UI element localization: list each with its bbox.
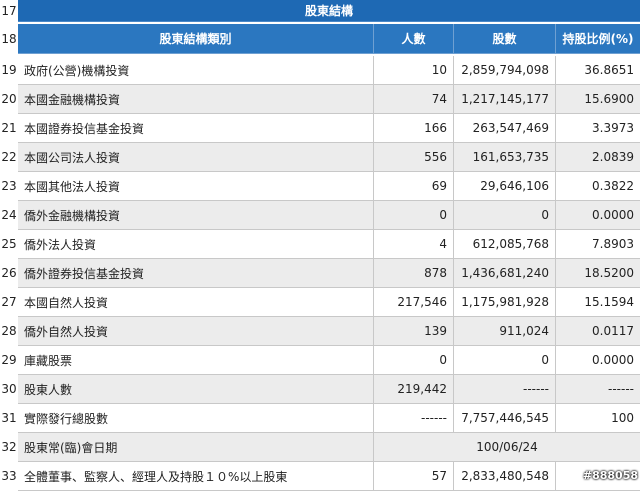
header-people: 人數 <box>374 24 454 54</box>
table-row: 全體董事、監察人、經理人及持股１０%以上股東 57 2,833,480,548 <box>18 462 640 491</box>
shares-cell: 263,547,469 <box>454 114 556 143</box>
row-number: 20 <box>1 92 17 106</box>
table-row: 本國其他法人投資 69 29,646,106 0.3822 <box>18 172 640 201</box>
ratio-cell: 3.3973 <box>556 114 640 143</box>
table-row: 僑外金融機構投資 0 0 0.0000 <box>18 201 640 230</box>
shares-cell: 1,175,981,928 <box>454 288 556 317</box>
row-number: 21 <box>1 121 17 135</box>
meeting-date-cell: 100/06/24 <box>374 433 640 462</box>
header-ratio: 持股比例(%) <box>556 24 640 54</box>
row-number: 18 <box>1 32 17 46</box>
table-row: 股東常(臨)會日期 100/06/24 <box>18 433 640 462</box>
row-number: 31 <box>1 411 17 425</box>
ratio-cell: 15.6900 <box>556 85 640 114</box>
category-cell: 庫藏股票 <box>18 346 374 375</box>
people-cell: 219,442 <box>374 375 454 404</box>
watermark: #888058 <box>582 469 638 482</box>
category-cell: 政府(公營)機構投資 <box>18 56 374 85</box>
people-cell: 69 <box>374 172 454 201</box>
row-number: 32 <box>1 440 17 454</box>
shares-cell: 7,757,446,545 <box>454 404 556 433</box>
category-cell: 僑外證券投信基金投資 <box>18 259 374 288</box>
ratio-cell: 100 <box>556 404 640 433</box>
category-cell: 僑外法人投資 <box>18 230 374 259</box>
category-cell: 本國證券投信基金投資 <box>18 114 374 143</box>
row-number: 23 <box>1 179 17 193</box>
category-cell: 本國自然人投資 <box>18 288 374 317</box>
people-cell: 4 <box>374 230 454 259</box>
table-row: 庫藏股票 0 0 0.0000 <box>18 346 640 375</box>
ratio-cell: 7.8903 <box>556 230 640 259</box>
table-row: 本國公司法人投資 556 161,653,735 2.0839 <box>18 143 640 172</box>
ratio-cell: 36.8651 <box>556 56 640 85</box>
category-cell: 僑外金融機構投資 <box>18 201 374 230</box>
people-cell: 0 <box>374 201 454 230</box>
category-cell: 本國金融機構投資 <box>18 85 374 114</box>
category-cell: 本國其他法人投資 <box>18 172 374 201</box>
row-number: 17 <box>1 4 17 18</box>
shares-cell: ------ <box>454 375 556 404</box>
category-cell: 股東常(臨)會日期 <box>18 433 374 462</box>
ratio-cell: 0.0000 <box>556 346 640 375</box>
table-header-row: 股東結構類別 人數 股數 持股比例(%) <box>18 24 640 54</box>
row-number: 25 <box>1 237 17 251</box>
shares-cell: 29,646,106 <box>454 172 556 201</box>
people-cell: 74 <box>374 85 454 114</box>
category-cell: 本國公司法人投資 <box>18 143 374 172</box>
row-number: 29 <box>1 353 17 367</box>
people-cell: 139 <box>374 317 454 346</box>
table-row: 政府(公營)機構投資 10 2,859,794,098 36.8651 <box>18 56 640 85</box>
ratio-cell: 15.1594 <box>556 288 640 317</box>
shares-cell: 161,653,735 <box>454 143 556 172</box>
table-title: 股東結構 <box>18 0 640 22</box>
shares-cell: 1,436,681,240 <box>454 259 556 288</box>
category-cell: 僑外自然人投資 <box>18 317 374 346</box>
row-number: 30 <box>1 382 17 396</box>
shares-cell: 612,085,768 <box>454 230 556 259</box>
table-row: 股東人數 219,442 ------ ------ <box>18 375 640 404</box>
header-category: 股東結構類別 <box>18 24 374 54</box>
shares-cell: 0 <box>454 346 556 375</box>
table-row: 實際發行總股數 ------ 7,757,446,545 100 <box>18 404 640 433</box>
ratio-cell: 2.0839 <box>556 143 640 172</box>
people-cell: 166 <box>374 114 454 143</box>
shares-cell: 911,024 <box>454 317 556 346</box>
header-shares: 股數 <box>454 24 556 54</box>
table-row: 本國金融機構投資 74 1,217,145,177 15.6900 <box>18 85 640 114</box>
row-number: 19 <box>1 63 17 77</box>
category-cell: 實際發行總股數 <box>18 404 374 433</box>
ratio-cell: 18.5200 <box>556 259 640 288</box>
shares-cell: 2,859,794,098 <box>454 56 556 85</box>
ratio-cell: 0.3822 <box>556 172 640 201</box>
ratio-cell: 0.0000 <box>556 201 640 230</box>
row-number: 33 <box>1 469 17 483</box>
shares-cell: 0 <box>454 201 556 230</box>
shares-cell: 1,217,145,177 <box>454 85 556 114</box>
people-cell: 10 <box>374 56 454 85</box>
people-cell: 57 <box>374 462 454 491</box>
ratio-cell: ------ <box>556 375 640 404</box>
people-cell: 0 <box>374 346 454 375</box>
people-cell: 878 <box>374 259 454 288</box>
category-cell: 全體董事、監察人、經理人及持股１０%以上股東 <box>18 462 374 491</box>
people-cell: ------ <box>374 404 454 433</box>
table-title-row: 股東結構 <box>18 0 640 22</box>
row-number: 28 <box>1 324 17 338</box>
row-number: 26 <box>1 266 17 280</box>
shares-cell: 2,833,480,548 <box>454 462 556 491</box>
table-row: 僑外法人投資 4 612,085,768 7.8903 <box>18 230 640 259</box>
table-row: 僑外自然人投資 139 911,024 0.0117 <box>18 317 640 346</box>
row-number: 27 <box>1 295 17 309</box>
table-row: 本國證券投信基金投資 166 263,547,469 3.3973 <box>18 114 640 143</box>
table-row: 本國自然人投資 217,546 1,175,981,928 15.1594 <box>18 288 640 317</box>
table-row: 僑外證券投信基金投資 878 1,436,681,240 18.5200 <box>18 259 640 288</box>
row-number: 22 <box>1 150 17 164</box>
people-cell: 217,546 <box>374 288 454 317</box>
row-number: 24 <box>1 208 17 222</box>
category-cell: 股東人數 <box>18 375 374 404</box>
ratio-cell: 0.0117 <box>556 317 640 346</box>
people-cell: 556 <box>374 143 454 172</box>
